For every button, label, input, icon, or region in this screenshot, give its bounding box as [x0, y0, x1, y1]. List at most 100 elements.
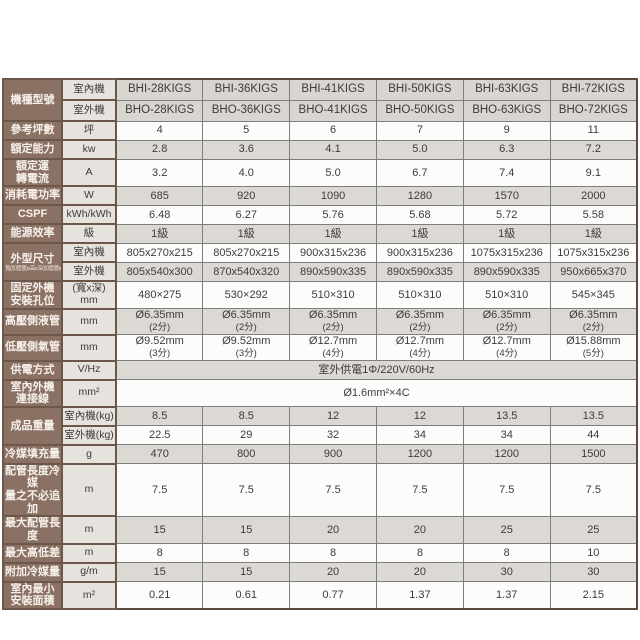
- data-cell: 545×345: [549, 280, 638, 310]
- data-cell: BHO-72KIGS: [549, 99, 638, 122]
- data-cell: 34: [462, 425, 551, 446]
- data-cell: 13.5: [462, 406, 551, 427]
- data-cell-subline: (2分): [496, 322, 518, 334]
- data-cell: 7.2: [549, 139, 638, 160]
- data-cell: 5.76: [289, 204, 377, 225]
- data-cell: 5.68: [375, 204, 464, 225]
- data-cell: Ø6.35mm (2分): [289, 308, 377, 336]
- table-row: 附加冷媒量 g/m 15 15 20 20 30 30: [2, 561, 638, 583]
- data-cell: 20: [289, 562, 377, 583]
- data-cell: 470: [115, 444, 204, 465]
- data-cell: 34: [375, 425, 464, 446]
- table-row: 室外機 805x540x300 870x540x320 890x590x335 890x…: [3, 261, 638, 283]
- spec-table-container: 機種型號 室內機 BHI-28KIGS BHI-36KIGS BHI-41KIGS BHI…: [2, 78, 638, 610]
- data-cell: 1200: [462, 444, 551, 465]
- data-cell-subline: (2分): [322, 322, 344, 334]
- unit-cell: mm²: [61, 378, 117, 408]
- data-cell: 6.7: [375, 158, 464, 187]
- unit-cell: m: [61, 542, 117, 564]
- data-cell: 1級: [549, 223, 638, 244]
- unit-cell: 室內機: [61, 78, 117, 101]
- table-row: 消耗電功率 W 685 920 1090 1280 1570 2000: [2, 185, 638, 207]
- unit-cell: kw: [61, 139, 117, 160]
- data-cell: 44: [549, 425, 638, 446]
- data-cell: 1.37: [375, 581, 464, 610]
- data-cell: Ø9.52mm (3分): [202, 334, 291, 362]
- row-label: 附加冷媒量: [2, 561, 63, 583]
- data-cell: 25: [462, 515, 551, 545]
- data-cell: 890x590x335: [375, 261, 464, 282]
- row-label: 配管長度冷媒 量之不必追加: [2, 462, 63, 518]
- data-cell: 8.5: [115, 406, 204, 427]
- table-row: 配管長度冷媒 量之不必追加 m 7.5 7.5 7.5 7.5 7.5 7.5: [2, 462, 638, 518]
- data-cell: 530×292: [202, 280, 291, 310]
- data-cell: 9.1: [549, 158, 638, 187]
- data-cell: 1075x315x236: [549, 242, 638, 263]
- data-cell: 7.5: [549, 463, 638, 517]
- data-cell-subline: (3分): [235, 348, 257, 360]
- row-label: CSPF: [2, 204, 63, 226]
- data-cell: 950x665x370: [549, 261, 638, 282]
- data-cell: 8: [375, 543, 464, 564]
- data-cell: Ø6.35mm (2分): [549, 308, 638, 336]
- row-label: 額定能力: [2, 139, 63, 160]
- data-cell-subline: (4分): [496, 348, 518, 360]
- row-label: 最大配管長度: [2, 515, 63, 545]
- data-cell: 7: [375, 120, 464, 141]
- data-cell: 5: [202, 120, 291, 141]
- data-cell-subline: (4分): [322, 348, 344, 360]
- row-label: 消耗電功率: [2, 185, 63, 207]
- data-cell: 800: [202, 444, 291, 465]
- data-cell: Ø6.35mm (2分): [115, 308, 204, 336]
- data-cell: Ø6.35mm (2分): [202, 308, 291, 336]
- data-cell: 1500: [549, 444, 638, 465]
- data-cell: 510×310: [289, 280, 377, 310]
- unit-cell: m: [61, 515, 117, 545]
- data-cell: 900x315x236: [289, 242, 377, 263]
- table-row: 低壓側氣管 mm Ø9.52mm (3分) Ø9.52mm (3分) Ø12.7mm (4分)…: [2, 333, 638, 362]
- data-cell: BHI-50KIGS: [375, 78, 464, 101]
- data-cell: BHO-41KIGS: [289, 99, 377, 122]
- data-cell: BHI-41KIGS: [289, 78, 377, 101]
- row-label: 固定外機 安裝孔位: [2, 280, 63, 310]
- data-cell: 2.15: [549, 581, 638, 610]
- data-cell: 6.27: [202, 204, 291, 225]
- table-row: 外型尺寸 寬(加管蓋)x高x深(加管蓋)mm 室內機 805x270x215 805x2…: [2, 242, 638, 283]
- data-cell: 685: [115, 185, 204, 206]
- data-cell: 6.48: [115, 204, 204, 225]
- data-cell: 25: [549, 515, 638, 545]
- data-cell: 30: [549, 562, 638, 583]
- row-label: 參考坪數: [2, 120, 63, 141]
- data-cell-subline: (5分): [582, 348, 604, 360]
- row-label: 成品重量: [2, 405, 63, 446]
- data-cell: 5.58: [549, 204, 638, 225]
- row-sublabel: 寬(加管蓋)x高x深(加管蓋)mm: [5, 265, 62, 272]
- data-cell: 890x590x335: [289, 261, 377, 282]
- data-cell: 8: [462, 543, 551, 564]
- data-cell: BHO-63KIGS: [462, 99, 551, 122]
- data-cell: 1.37: [462, 581, 551, 610]
- data-cell-subline: (2分): [582, 322, 604, 334]
- data-cell: Ø9.52mm (3分): [115, 334, 204, 362]
- data-cell: 13.5: [549, 406, 638, 427]
- data-cell: 29: [202, 425, 291, 446]
- table-row: 室外機 BHO-28KIGS BHO-36KIGS BHO-41KIGS BHO-50K…: [3, 99, 638, 122]
- table-row: 成品重量 室內機(kg) 8.5 8.5 12 12 13.5 13.5: [2, 405, 638, 446]
- data-cell: 890x590x335: [462, 261, 551, 282]
- spec-table: 機種型號 室內機 BHI-28KIGS BHI-36KIGS BHI-41KIGS BHI…: [2, 78, 638, 610]
- spec-table-body: 機種型號 室內機 BHI-28KIGS BHI-36KIGS BHI-41KIGS BHI…: [2, 78, 638, 610]
- unit-cell: m: [61, 462, 117, 518]
- row-label: 室內外機 連接線: [2, 378, 63, 408]
- data-cell: 5.0: [289, 158, 377, 187]
- data-cell: 12: [375, 406, 464, 427]
- row-label: 額定運 轉電流: [2, 157, 63, 188]
- row-label: 供電方式: [2, 359, 63, 381]
- table-row: 室外機(kg) 22.5 29 32 34 34 44: [3, 424, 638, 446]
- data-cell: 3.6: [202, 139, 291, 160]
- data-cell: 2.8: [115, 139, 204, 160]
- data-cell: 30: [462, 562, 551, 583]
- row-label: 高壓側液管: [2, 307, 63, 336]
- unit-cell: (寬x深) mm: [61, 280, 117, 310]
- data-cell: 1075x315x236: [462, 242, 551, 263]
- data-cell: 20: [375, 515, 464, 545]
